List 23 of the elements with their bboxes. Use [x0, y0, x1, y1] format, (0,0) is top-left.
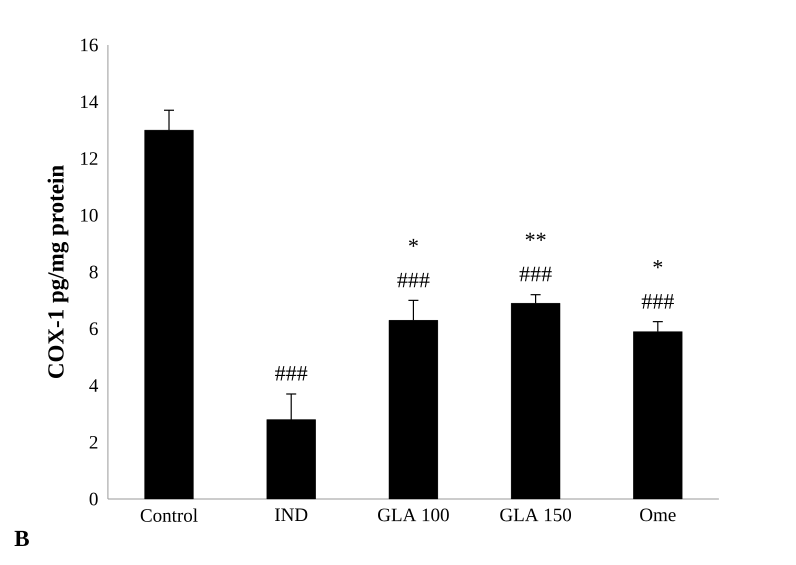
x-tick-label: GLA 150	[500, 508, 572, 522]
y-tick-label: 8	[90, 266, 98, 278]
y-tick-label: 16	[81, 38, 98, 52]
x-tick-label: Control	[140, 508, 198, 522]
y-axis-title: COX-1 pg/mg protein	[48, 165, 69, 378]
x-tick-label: GLA 100	[378, 508, 449, 522]
annotation: ###	[397, 272, 430, 288]
x-tick-label: Ome	[640, 508, 676, 522]
y-tick-label: 14	[81, 95, 98, 108]
y-tick-label: 12	[81, 152, 98, 165]
annotation: ###	[642, 294, 674, 309]
annotation: *	[653, 260, 662, 268]
annotation: *	[408, 238, 418, 247]
y-tick-label: 2	[90, 436, 98, 449]
y-tick-label: 4	[89, 379, 98, 392]
text: B	[14, 530, 29, 546]
y-tick-label: 10	[81, 208, 98, 222]
y-tick-label: 6	[90, 322, 98, 336]
y-tick-label: 0	[90, 492, 98, 506]
annotation: ###	[520, 266, 552, 282]
x-tick-label: IND	[275, 508, 308, 521]
annotation: **	[526, 232, 546, 241]
annotation: ###	[275, 366, 308, 381]
